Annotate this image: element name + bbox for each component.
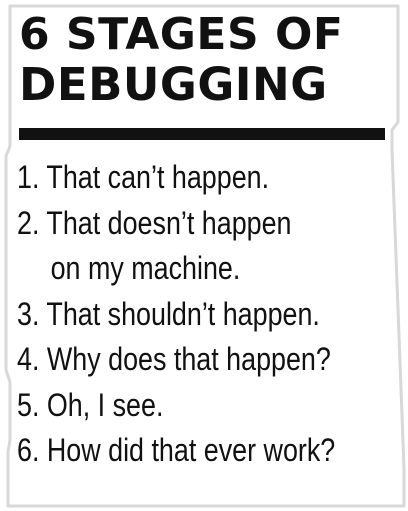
title-line-2: DEBUGGING xyxy=(19,58,328,111)
page-title: 6 STAGES OF DEBUGGING xyxy=(19,10,391,110)
title-divider xyxy=(19,128,385,140)
stage-2-continued: on my machine. xyxy=(50,250,241,286)
stage-2: 2. That doesn’t happen xyxy=(17,204,292,241)
title-line-1: 6 STAGES OF xyxy=(19,9,344,60)
stage-4: 4. Why does that happen? xyxy=(17,341,331,377)
stage-3: 3. That shouldn’t happen. xyxy=(17,295,320,332)
stage-5: 5. Oh, I see. xyxy=(17,386,164,423)
stage-6: 6. How did that ever work? xyxy=(17,432,336,468)
stages-list: 1. That can’t happen. 2. That doesn’t ha… xyxy=(17,155,340,474)
stage-1: 1. That can’t happen. xyxy=(17,159,270,195)
